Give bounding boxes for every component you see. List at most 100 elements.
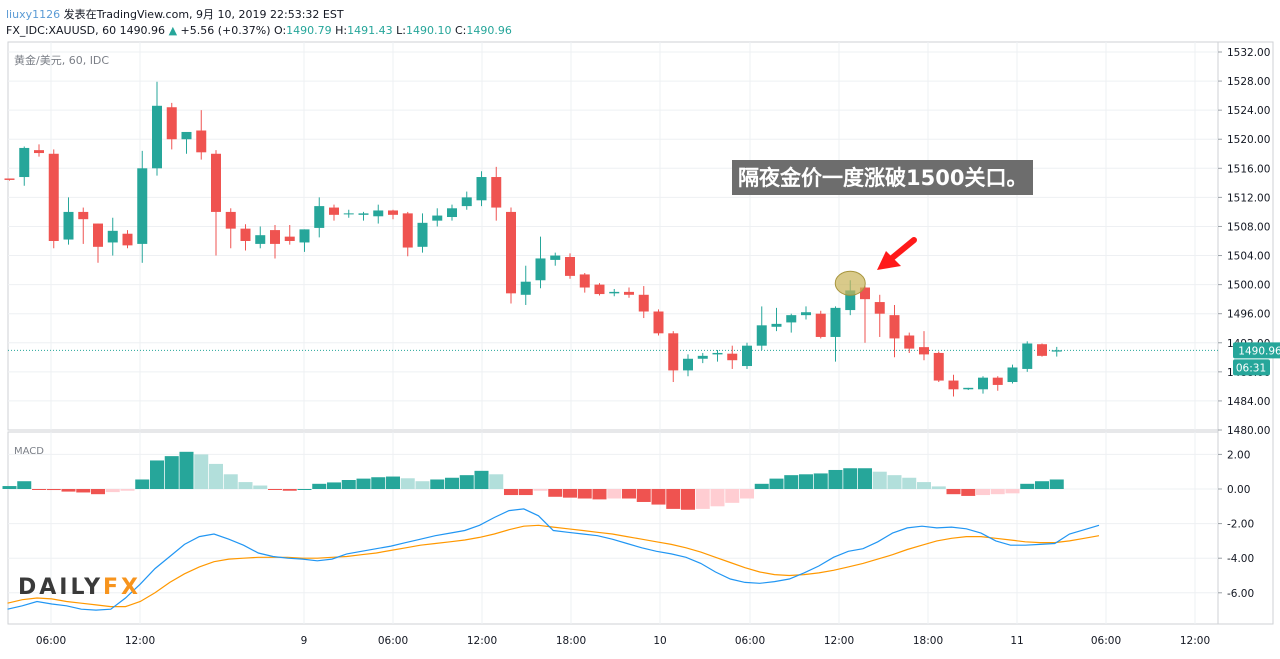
- candle-body: [815, 313, 826, 337]
- username[interactable]: liuxy1126: [6, 8, 61, 21]
- candle-body: [1007, 367, 1018, 383]
- candle-body: [550, 255, 561, 260]
- x-tick-label: 18:00: [556, 635, 586, 647]
- candle-body: [225, 211, 236, 229]
- macd-histogram-bar: [1035, 481, 1049, 489]
- y-tick-label: 1524.00: [1227, 105, 1270, 117]
- macd-histogram-bar: [666, 489, 681, 509]
- macd-histogram-bar: [799, 474, 813, 489]
- macd-histogram-bar: [194, 454, 209, 489]
- y-tick-label: 1532.00: [1227, 47, 1270, 59]
- high-value: 1491.43: [347, 24, 393, 37]
- macd-histogram-bar: [135, 479, 150, 489]
- macd-histogram-bar: [1020, 483, 1035, 489]
- last-price-label: 1490.96: [1238, 345, 1280, 357]
- macd-line: [7, 508, 1100, 611]
- candle-body: [34, 150, 44, 154]
- candle-body: [874, 302, 885, 314]
- candle-body: [904, 335, 915, 349]
- candle-body: [889, 315, 900, 339]
- price-pane-title: 黄金/美元, 60, IDC: [14, 53, 109, 67]
- x-tick-label: 06:00: [36, 635, 66, 647]
- x-tick-label: 12:00: [125, 635, 155, 647]
- candle-body: [712, 352, 723, 355]
- macd-histogram-bar: [2, 486, 17, 489]
- macd-y-tick-label: 0.00: [1227, 484, 1250, 496]
- x-tick-label: 12:00: [467, 635, 497, 647]
- candle-body: [742, 345, 752, 367]
- macd-histogram-bar: [518, 489, 533, 496]
- candle-body: [1022, 343, 1033, 369]
- candle-body: [919, 347, 929, 355]
- macd-histogram-bar: [902, 477, 917, 489]
- macd-histogram-bar: [710, 489, 725, 507]
- candle-body: [181, 131, 192, 140]
- macd-y-tick-label: -2.00: [1227, 519, 1254, 531]
- candle-body: [211, 153, 221, 212]
- macd-histogram-bar: [268, 489, 282, 490]
- candle-body: [565, 256, 575, 276]
- macd-histogram-bar: [17, 481, 32, 489]
- high-label: H:: [335, 24, 348, 37]
- candle-body: [579, 274, 590, 288]
- low-value: 1490.10: [405, 24, 452, 37]
- macd-histogram-bar: [651, 489, 666, 505]
- countdown-label: 06:31: [1236, 362, 1266, 374]
- candle-body: [299, 229, 310, 243]
- close-value: 1490.96: [466, 24, 512, 37]
- candle-body: [461, 197, 472, 207]
- candle-body: [284, 236, 295, 241]
- candle-body: [122, 233, 133, 246]
- macd-histogram-bar: [164, 456, 179, 489]
- macd-histogram-bar: [61, 489, 76, 492]
- candle-body: [1037, 344, 1047, 356]
- macd-histogram-bar: [327, 482, 341, 489]
- open-label: O:: [273, 24, 287, 37]
- candle-body: [476, 177, 487, 201]
- macd-histogram-bar: [32, 489, 46, 490]
- symbol-text: FX_IDC:XAUUSD, 60 1490.96: [6, 24, 166, 37]
- close-label: C:: [454, 24, 467, 37]
- macd-histogram-bar: [76, 489, 91, 493]
- candle-body: [801, 312, 811, 316]
- candle-body: [624, 291, 634, 295]
- candle-body: [594, 284, 605, 295]
- macd-histogram-bar: [917, 482, 931, 489]
- candle-body: [417, 222, 428, 247]
- macd-histogram-bar: [961, 489, 976, 496]
- y-tick-label: 1484.00: [1227, 396, 1270, 408]
- candle-body: [107, 230, 118, 243]
- x-tick-label: 06:00: [378, 635, 408, 647]
- macd-histogram-bar: [371, 477, 386, 489]
- candle-body: [402, 213, 413, 248]
- candle-body: [343, 213, 354, 215]
- y-tick-label: 1516.00: [1227, 163, 1270, 175]
- candle-body: [963, 387, 974, 390]
- arrow-head: [877, 251, 901, 270]
- countdown-badge: [1233, 359, 1270, 376]
- macd-histogram-bar: [577, 489, 592, 499]
- x-tick-label: 12:00: [1180, 635, 1210, 647]
- candle-body: [786, 315, 797, 323]
- macd-histogram-bar: [607, 489, 622, 499]
- macd-histogram-bar: [813, 473, 828, 489]
- macd-histogram-bar: [858, 468, 872, 489]
- price-pane: [7, 41, 1219, 431]
- macd-histogram-bar: [150, 460, 164, 489]
- macd-y-tick-label: -6.00: [1227, 588, 1254, 600]
- x-tick-label: 18:00: [913, 635, 943, 647]
- candle-body: [520, 281, 531, 295]
- candle-body: [948, 380, 959, 390]
- macd-histogram-bar: [769, 478, 784, 489]
- macd-histogram-bar: [622, 489, 636, 499]
- candle-body: [771, 323, 782, 327]
- published-text: 发表在TradingView.com, 9月 10, 2019 22:53:32…: [63, 8, 344, 21]
- candle-body: [19, 147, 30, 178]
- macd-histogram-bar: [223, 474, 238, 489]
- macd-histogram-bar: [504, 489, 518, 496]
- y-tick-label: 1512.00: [1227, 192, 1270, 204]
- macd-histogram-bar: [592, 489, 607, 500]
- y-tick-label: 1500.00: [1227, 280, 1270, 292]
- candle-body: [329, 207, 339, 215]
